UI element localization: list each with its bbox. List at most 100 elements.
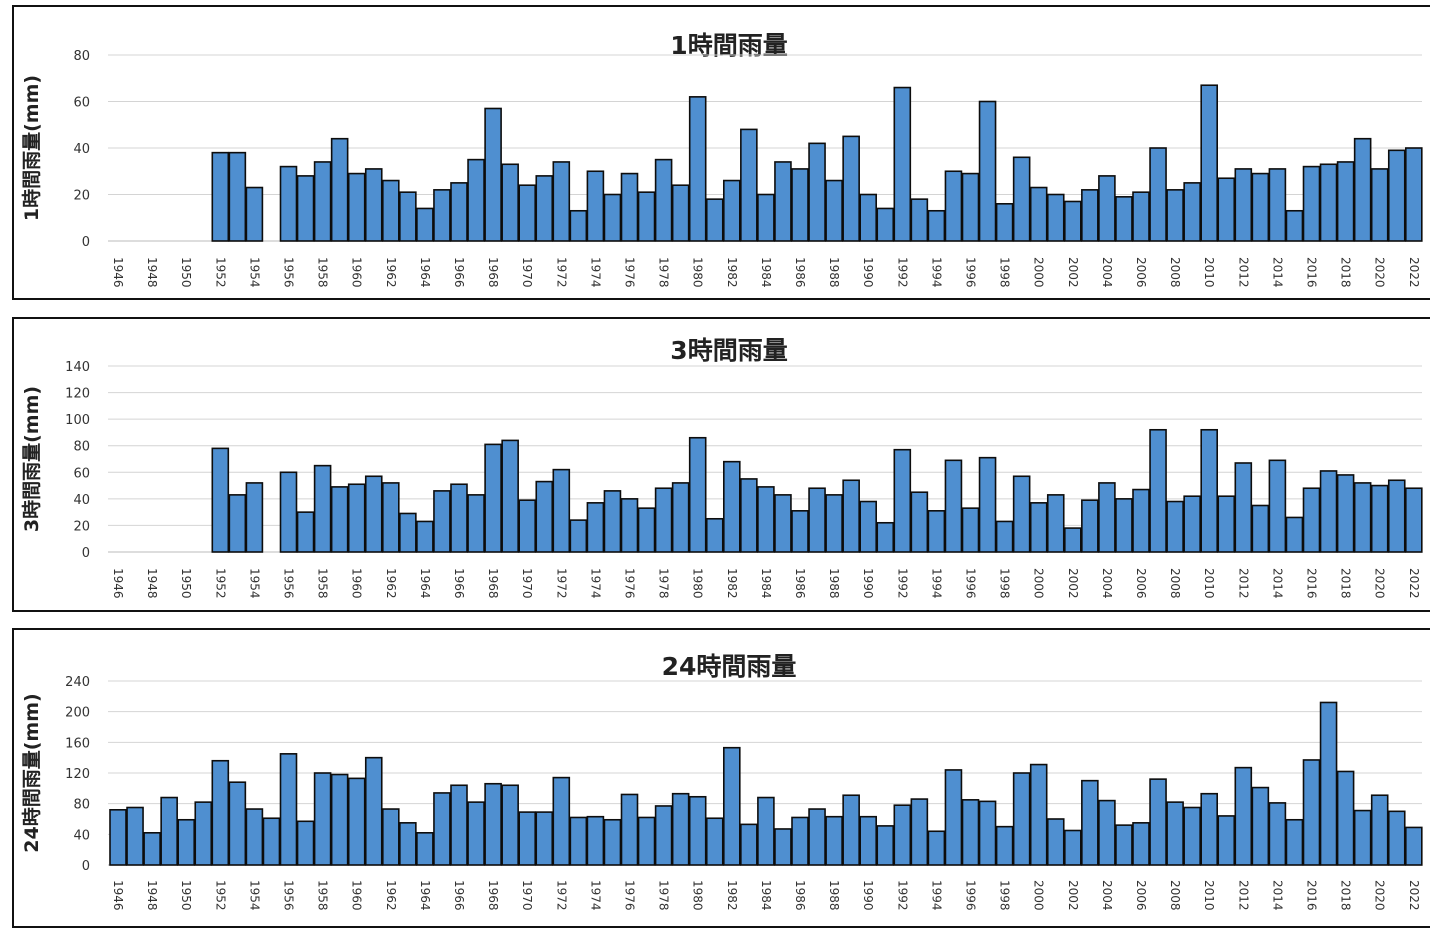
bar-1983: [740, 823, 758, 866]
bar-1967: [467, 494, 485, 553]
bar-1971: [535, 480, 554, 553]
bar-1965: [433, 490, 451, 553]
chart-svg-3h: 3時間雨量 3時間雨量(mm) 0 20 40 60 80 100 120 140 1946 1948…: [21, 336, 1423, 599]
bar-2010: [1200, 792, 1218, 866]
bar-1968: [484, 443, 502, 553]
bar-1979: [671, 184, 690, 242]
x-tick-label: 1988: [827, 880, 841, 911]
bar-2018: [1336, 161, 1355, 242]
x-tick-label: 1970: [520, 880, 534, 911]
x-tick-label: 1988: [827, 257, 841, 288]
y-axis-label: 3時間雨量(mm): [21, 386, 43, 532]
y-tick-label: 160: [65, 736, 90, 751]
bar-1996: [961, 799, 980, 866]
chart-panel-24h: 24時間雨量 24時間雨量(mm) 0 40 80 120 160 200 240 1946 194…: [12, 628, 1430, 928]
bar-2014: [1268, 168, 1287, 242]
bar-1987: [808, 487, 826, 553]
bar-2017: [1319, 163, 1338, 242]
y-tick-label: 40: [73, 828, 90, 843]
bar-2004: [1098, 175, 1116, 242]
bar-1954: [245, 808, 264, 866]
y-tick-label: 0: [82, 859, 90, 874]
bar-1958: [313, 464, 332, 553]
bar-2009: [1183, 182, 1201, 242]
x-tick-label: 1950: [179, 880, 193, 911]
x-tick-label: 2008: [1168, 257, 1182, 288]
x-tick-label: 1946: [111, 257, 125, 288]
x-tick-label: 2002: [1066, 880, 1080, 911]
bar-2008: [1166, 500, 1184, 553]
bar-1946: [109, 809, 127, 866]
bar-1984: [757, 193, 775, 242]
x-tick-label: 1986: [793, 568, 807, 599]
bar-2016: [1302, 165, 1321, 242]
bar-1962: [381, 482, 400, 553]
bar-1967: [467, 158, 485, 242]
bar-1980: [688, 795, 707, 866]
x-tick-label: 1956: [282, 880, 296, 911]
x-tick-label: 1974: [588, 568, 602, 599]
bar-2020: [1370, 484, 1389, 553]
bar-1973: [569, 519, 588, 553]
x-tick-label: 2016: [1305, 568, 1319, 599]
bar-2016: [1302, 759, 1321, 866]
x-tick-label: 1964: [418, 257, 432, 288]
bar-1963: [399, 191, 417, 242]
bar-1975: [603, 818, 622, 866]
chart-panel-3h: 3時間雨量 3時間雨量(mm) 0 20 40 60 80 100 120 140 1946 1948…: [12, 317, 1430, 612]
x-tick-label: 1994: [929, 568, 943, 599]
bar-2009: [1183, 806, 1201, 866]
y-tick-label: 80: [73, 440, 90, 455]
bar-2003: [1081, 189, 1099, 242]
x-tick-label: 1978: [657, 257, 671, 288]
bar-1987: [808, 808, 826, 866]
x-tick-label: 1982: [725, 568, 739, 599]
bar-1983: [740, 128, 758, 242]
bar-1999: [1012, 475, 1031, 553]
x-tick-label: 1952: [213, 880, 227, 911]
bar-1964: [416, 520, 434, 553]
x-tick-label: 2000: [1032, 880, 1046, 911]
y-axis-label: 24時間雨量(mm): [21, 693, 43, 852]
chart-title: 1時間雨量: [670, 31, 787, 60]
bar-1996: [961, 507, 980, 553]
x-tick-label: 1988: [827, 568, 841, 599]
bar-2014: [1268, 802, 1287, 866]
x-tick-label: 1996: [964, 880, 978, 911]
bar-1996: [961, 172, 980, 242]
x-tick-label: 1990: [861, 568, 875, 599]
bar-1994: [927, 209, 946, 242]
y-tick-label: 240: [65, 675, 90, 690]
bar-1990: [859, 193, 878, 242]
y-tick-label: 120: [65, 387, 90, 402]
y-tick-label: 200: [65, 706, 90, 721]
x-tick-label: 1966: [452, 257, 466, 288]
bar-1998: [995, 825, 1014, 866]
x-tick-label: 1970: [520, 257, 534, 288]
bar-1967: [467, 801, 485, 866]
x-tick-label: 1998: [998, 257, 1012, 288]
bar-2001: [1046, 494, 1065, 553]
bar-1980: [688, 436, 707, 553]
y-tick-label: 80: [73, 798, 90, 813]
bar-1988: [825, 179, 843, 242]
bar-1992: [893, 448, 912, 553]
bar-1961: [364, 168, 383, 242]
x-tick-label: 1960: [350, 880, 364, 911]
bar-1955: [262, 817, 281, 866]
x-tick-label: 1952: [213, 568, 227, 599]
bar-1972: [552, 776, 571, 866]
bar-1952: [211, 151, 230, 242]
bar-1950: [177, 818, 195, 866]
bar-1992: [893, 804, 912, 866]
x-tick-label: 2008: [1168, 880, 1182, 911]
bar-1982: [722, 179, 741, 242]
bar-1979: [671, 482, 690, 553]
x-tick-label: 2020: [1373, 568, 1387, 599]
bar-1954: [245, 482, 264, 553]
bar-1978: [654, 805, 673, 866]
bar-1948: [143, 832, 161, 866]
bar-2011: [1217, 815, 1236, 866]
y-tick-label: 40: [73, 142, 90, 157]
bar-1976: [620, 498, 639, 553]
